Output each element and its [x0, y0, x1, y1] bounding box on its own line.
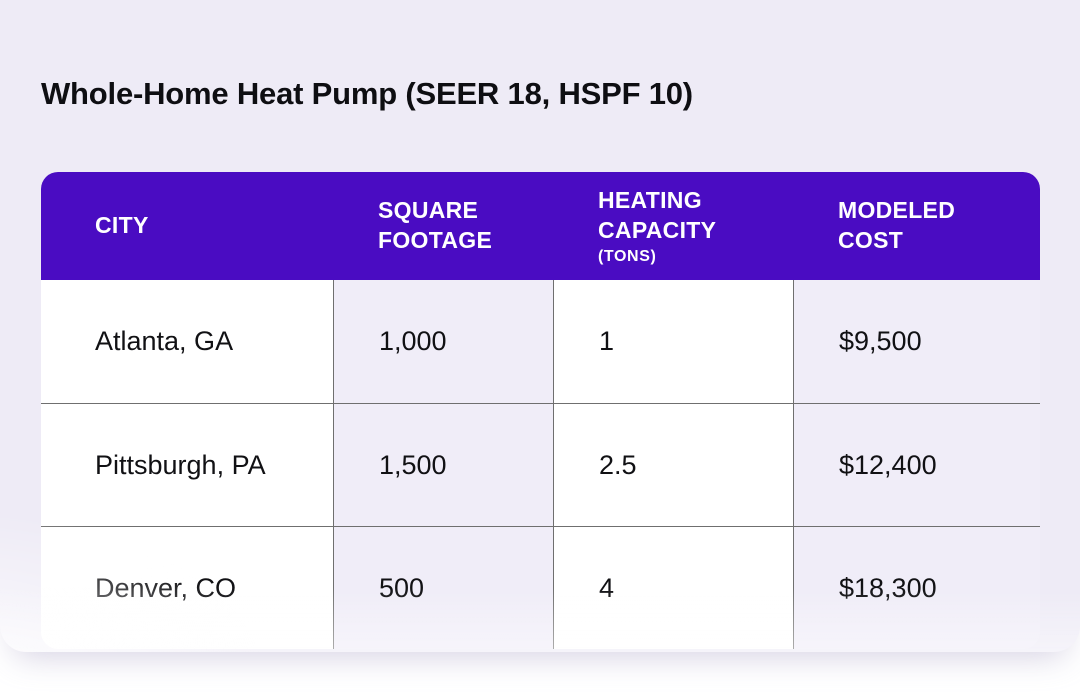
- card-background: Whole-Home Heat Pump (SEER 18, HSPF 10) …: [0, 0, 1080, 652]
- heat-pump-cost-table: CITY SQUARE FOOTAGE HEATING CAPACITY (TO…: [41, 172, 1040, 649]
- cell-city: Pittsburgh, PA: [41, 404, 333, 526]
- cell-modeled-cost: $12,400: [793, 404, 1040, 526]
- column-header-city: CITY: [41, 172, 333, 280]
- table-row-atlanta: Atlanta, GA 1,000 1 $9,500: [41, 280, 1040, 403]
- cell-modeled-cost: $18,300: [793, 527, 1040, 649]
- column-header-heating-capacity: HEATING CAPACITY (TONS): [553, 172, 793, 280]
- page-title: Whole-Home Heat Pump (SEER 18, HSPF 10): [41, 76, 693, 111]
- cell-heating-capacity: 1: [553, 280, 793, 403]
- cell-square-footage: 1,500: [333, 404, 553, 526]
- column-header-square-footage: SQUARE FOOTAGE: [333, 172, 553, 280]
- column-header-modeled-cost: MODELED COST: [793, 172, 1040, 280]
- cell-heating-capacity: 4: [553, 527, 793, 649]
- cell-heating-capacity: 2.5: [553, 404, 793, 526]
- cell-city: Denver, CO: [41, 527, 333, 649]
- cell-city: Atlanta, GA: [41, 280, 333, 403]
- table-row-pittsburgh: Pittsburgh, PA 1,500 2.5 $12,400: [41, 403, 1040, 526]
- table-header-row: CITY SQUARE FOOTAGE HEATING CAPACITY (TO…: [41, 172, 1040, 280]
- cell-square-footage: 500: [333, 527, 553, 649]
- column-header-label: CITY: [95, 212, 149, 239]
- column-header-label: HEATING CAPACITY: [598, 187, 717, 243]
- table-row-denver: Denver, CO 500 4 $18,300: [41, 526, 1040, 649]
- cell-modeled-cost: $9,500: [793, 280, 1040, 403]
- column-header-label: SQUARE FOOTAGE: [378, 197, 493, 253]
- cell-square-footage: 1,000: [333, 280, 553, 403]
- column-header-label: MODELED COST: [838, 197, 956, 253]
- column-header-sublabel: (TONS): [598, 247, 657, 265]
